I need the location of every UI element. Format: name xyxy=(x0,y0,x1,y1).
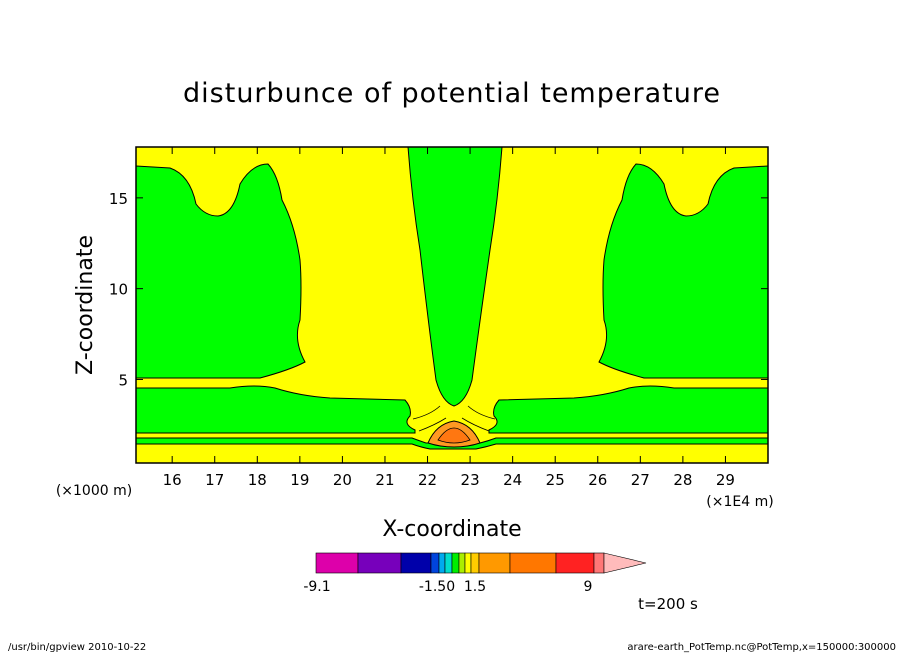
x-tick-label: 19 xyxy=(290,471,309,489)
contour-region-right-lower xyxy=(488,385,769,434)
x-tick-label: 21 xyxy=(375,471,394,489)
x-tick-label: 18 xyxy=(248,471,267,489)
colorbar-segment xyxy=(430,552,440,574)
y-tick-label: 5 xyxy=(118,371,128,389)
y-tick-label: 15 xyxy=(109,190,128,208)
x-tick-label: 25 xyxy=(546,471,565,489)
contour-region-left-upper xyxy=(135,163,306,379)
y-axis-ticks: 5 10 15 xyxy=(109,190,768,389)
colorbar xyxy=(315,552,647,574)
colorbar-label-pos: 1.5 xyxy=(464,579,486,595)
colorbar-segment xyxy=(444,552,453,574)
time-label: t=200 s xyxy=(638,595,698,613)
colorbar-label-min: -9.1 xyxy=(303,579,330,595)
contour-region-left-lower xyxy=(135,385,416,434)
y-axis-label: Z-coordinate xyxy=(73,235,98,375)
colorbar-segment xyxy=(451,552,460,574)
contour-region-right-upper xyxy=(598,163,769,379)
colorbar-segment xyxy=(458,552,466,574)
x-tick-label: 26 xyxy=(588,471,607,489)
contour-region-center-column xyxy=(407,146,503,407)
contour-warm-inner xyxy=(437,427,471,444)
colorbar-segment xyxy=(464,552,472,574)
colorbar-segment xyxy=(315,552,359,574)
x-axis-ticks: 16 17 18 19 20 21 22 23 24 25 26 27 28 29 xyxy=(163,147,735,489)
colorbar-segment xyxy=(593,552,605,574)
chart-title: disturbunce of potential temperature xyxy=(183,78,721,109)
plot-frame xyxy=(135,146,769,464)
x-axis-unit: (×1E4 m) xyxy=(706,494,773,510)
x-tick-label: 23 xyxy=(461,471,480,489)
colorbar-segment xyxy=(357,552,402,574)
y-axis-unit: (×1000 m) xyxy=(56,483,132,499)
plot-area xyxy=(135,146,769,464)
x-tick-label: 20 xyxy=(333,471,352,489)
colorbar-segment xyxy=(478,552,511,574)
colorbar-label-neg: -1.50 xyxy=(419,579,455,595)
x-tick-label: 29 xyxy=(716,471,735,489)
colorbar-segment xyxy=(555,552,595,574)
x-tick-label: 22 xyxy=(418,471,437,489)
colorbar-labels: -9.1 -1.50 1.5 9 xyxy=(303,579,592,595)
x-tick-label: 28 xyxy=(673,471,692,489)
colorbar-label-max: 9 xyxy=(584,579,593,595)
footer-left: /usr/bin/gpview 2010-10-22 xyxy=(8,642,146,653)
footer-right: arare-earth_PotTemp.nc@PotTemp,x=150000:… xyxy=(627,642,896,653)
contour-line-ridge xyxy=(412,405,496,432)
colorbar-segment xyxy=(400,552,432,574)
x-axis-label: X-coordinate xyxy=(382,517,521,542)
x-tick-label: 16 xyxy=(163,471,182,489)
x-tick-label: 24 xyxy=(503,471,522,489)
colorbar-segment xyxy=(438,552,446,574)
colorbar-segment xyxy=(509,552,557,574)
colorbar-arrow xyxy=(603,552,647,574)
y-tick-label: 10 xyxy=(109,281,128,299)
x-tick-label: 17 xyxy=(205,471,224,489)
colorbar-segment xyxy=(470,552,480,574)
x-tick-label: 27 xyxy=(631,471,650,489)
